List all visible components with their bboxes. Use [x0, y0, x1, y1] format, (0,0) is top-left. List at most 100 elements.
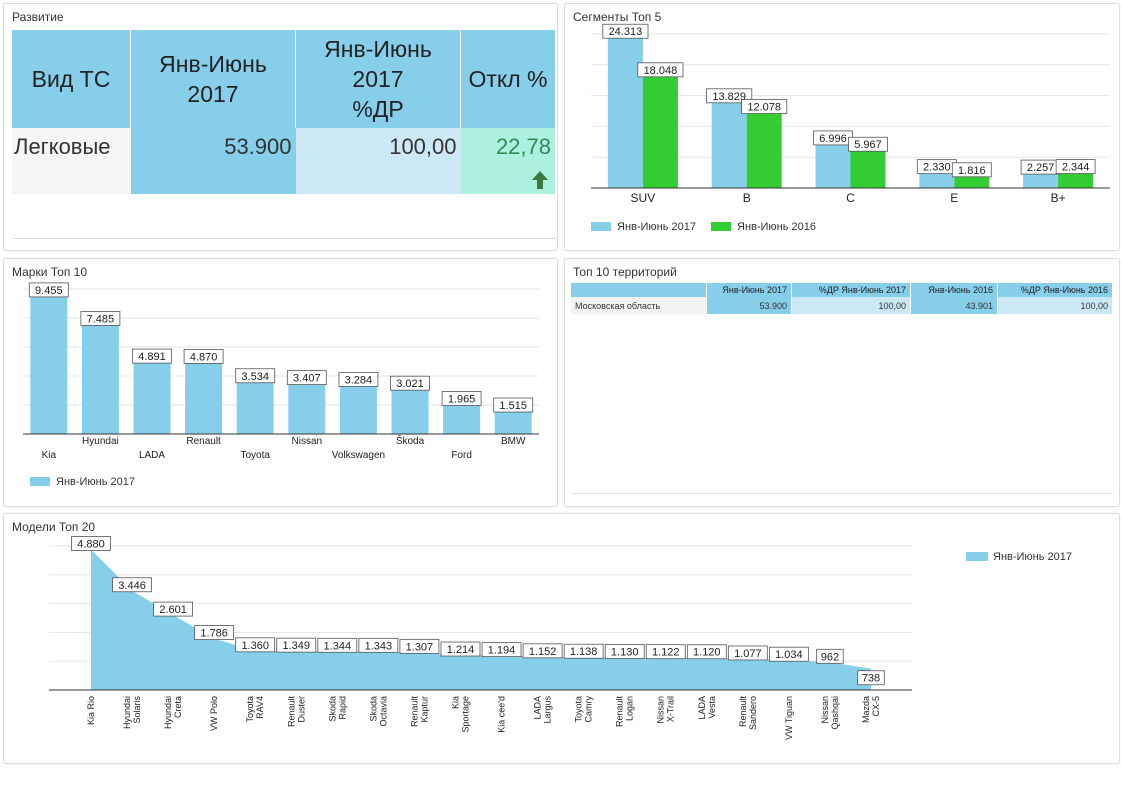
data-label-19: 738 [862, 673, 880, 685]
bar-2 [133, 363, 171, 434]
data-label-0-2: 6.996 [819, 133, 847, 145]
bar-2017-2 [815, 144, 851, 188]
area-series-2017 [91, 549, 871, 690]
x-tick-label: C [846, 191, 855, 205]
terr-header-share-2017: %ДР Янв-Июнь 2017 [791, 283, 911, 297]
data-label-6-box [338, 371, 379, 387]
bar-0 [30, 296, 68, 434]
data-label-17-box [768, 646, 809, 662]
development-header-row: Вид ТС Янв-Июнь 2017 Янв-Июнь 2017 %ДР О… [12, 30, 555, 128]
terr-cell-2017: 53.900 [706, 297, 792, 314]
data-label-4-box [235, 368, 276, 384]
bar-4 [236, 382, 274, 434]
data-label-5-box [286, 370, 327, 385]
bar-2016-2 [850, 151, 886, 188]
data-label-7: 1.343 [365, 640, 393, 652]
header-period-label: Янв-Июнь 2017 [159, 51, 267, 107]
brands-panel: Марки Топ 10 9.455 Kia 7.485 Hyundai 4.891 LA… [3, 258, 558, 507]
x-tick-label: Kia cee'd [497, 696, 507, 733]
data-label-2: 4.891 [138, 351, 166, 363]
data-label-16: 1.077 [734, 648, 762, 660]
row-value: 53.900 [130, 128, 296, 194]
data-label-11-box [522, 643, 563, 659]
x-tick-label: LADAVesta [697, 696, 717, 720]
data-label-3: 1.786 [200, 628, 228, 640]
data-label-9-box [493, 397, 534, 413]
data-label-0: 9.455 [35, 285, 63, 297]
x-tick-label: HyundaiCreta [163, 696, 183, 729]
data-label-12-box [563, 643, 604, 659]
data-label-4: 3.534 [241, 371, 269, 383]
data-label-6: 1.344 [324, 640, 352, 652]
x-tick-label: KiaSportage [450, 696, 470, 733]
row-share: 100,00 [295, 128, 461, 194]
data-label-8-box [399, 638, 440, 654]
data-label-5: 1.349 [282, 640, 310, 652]
data-label-10-box [481, 642, 522, 658]
data-label-3-box [194, 625, 235, 640]
data-label-2-box [132, 348, 172, 364]
data-label-5-box [276, 637, 317, 653]
territories-divider [573, 493, 1113, 494]
x-tick-label: Nissan [292, 436, 323, 447]
x-tick-label: ToyotaRAV4 [245, 696, 265, 723]
x-tick-label: Škoda [396, 434, 425, 447]
x-tick-label: VW Polo [209, 696, 219, 731]
header-type: Вид ТС [12, 30, 131, 128]
x-tick-label: Kia [42, 450, 57, 461]
data-label-7: 3.021 [396, 378, 424, 390]
data-label-10: 1.194 [488, 645, 516, 657]
x-tick-label: LADALargus [533, 696, 553, 724]
bar-2016-1 [746, 113, 782, 188]
data-label-1-3-box [951, 162, 992, 178]
models-panel: Модели Топ 20 4.880 3.446 2.601 1.786 1.360 1… [3, 513, 1120, 764]
data-label-1-2: 5.967 [854, 139, 882, 151]
bar-2017-4 [1023, 174, 1059, 188]
data-label-18-box [816, 648, 844, 664]
segments-title: Сегменты Топ 5 [573, 10, 662, 24]
development-divider [12, 238, 557, 239]
data-label-17: 1.034 [775, 649, 803, 661]
x-tick-label: SkodaRapid [327, 696, 347, 722]
data-label-0-4: 2.257 [1027, 162, 1055, 174]
data-label-15-box [686, 644, 727, 660]
data-label-6-box [317, 637, 358, 653]
data-label-3: 4.870 [190, 351, 218, 363]
x-tick-label: HyundaiSolaris [122, 696, 142, 730]
data-label-1: 7.485 [87, 313, 115, 325]
x-tick-label: BMW [501, 436, 526, 447]
header-period-share: Янв-Июнь 2017 %ДР [295, 30, 461, 128]
development-table: Вид ТС Янв-Июнь 2017 Янв-Июнь 2017 %ДР О… [12, 30, 555, 194]
x-tick-label: B+ [1051, 191, 1066, 205]
data-label-8: 1.965 [448, 394, 476, 406]
terr-header-share-2016: %ДР Янв-Июнь 2016 [997, 283, 1112, 297]
terr-cell-2016: 43.901 [910, 297, 998, 314]
data-label-2: 2.601 [159, 604, 187, 616]
data-label-0-1-box [706, 88, 753, 104]
data-label-1-box [80, 311, 121, 326]
bar-9 [494, 412, 532, 434]
legend-swatch-2017 [966, 552, 988, 561]
x-tick-label: E [950, 191, 958, 205]
data-label-2-box [153, 601, 194, 617]
terr-cell-share-2016: 100,00 [997, 297, 1112, 314]
data-label-5: 3.407 [293, 373, 321, 385]
data-label-1-2-box [848, 136, 888, 152]
x-tick-label: SkodaOctavia [368, 696, 388, 727]
brands-title: Марки Топ 10 [12, 265, 88, 279]
x-tick-label: Ford [451, 450, 472, 461]
terr-header-2016: Янв-Июнь 2016 [910, 283, 998, 297]
bar-2016-4 [1058, 173, 1094, 188]
data-label-14: 1.122 [652, 647, 680, 659]
data-label-6: 3.284 [345, 374, 373, 386]
data-label-8-box [441, 391, 482, 406]
data-label-15: 1.120 [693, 647, 721, 659]
x-tick-label: MazdaCX-5 [861, 696, 881, 723]
data-label-19-box [857, 670, 885, 686]
bar-2017-3 [919, 173, 955, 188]
x-tick-label: Toyota [240, 450, 270, 461]
models-title: Модели Топ 20 [12, 520, 96, 534]
bar-8 [443, 405, 481, 434]
x-tick-label: LADA [139, 450, 165, 461]
